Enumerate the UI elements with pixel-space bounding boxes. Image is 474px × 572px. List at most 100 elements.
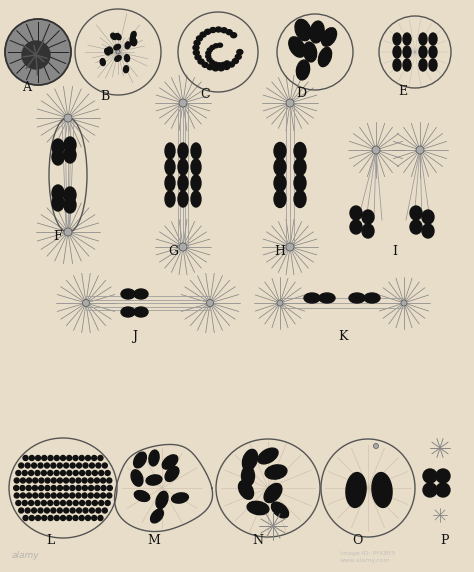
Circle shape [179, 99, 187, 107]
Ellipse shape [89, 486, 93, 491]
Ellipse shape [99, 471, 104, 475]
Ellipse shape [45, 478, 50, 483]
Ellipse shape [422, 224, 434, 238]
Ellipse shape [38, 508, 43, 513]
Ellipse shape [221, 62, 226, 66]
Ellipse shape [91, 515, 97, 521]
Circle shape [82, 300, 90, 307]
Ellipse shape [393, 46, 401, 58]
Ellipse shape [51, 478, 56, 483]
Ellipse shape [99, 500, 104, 506]
Ellipse shape [272, 502, 289, 518]
Ellipse shape [274, 174, 286, 192]
Ellipse shape [206, 54, 211, 58]
Ellipse shape [52, 149, 64, 165]
Ellipse shape [105, 471, 110, 475]
Ellipse shape [364, 293, 380, 303]
Ellipse shape [111, 33, 117, 39]
Ellipse shape [45, 508, 49, 513]
Ellipse shape [20, 493, 26, 498]
Ellipse shape [94, 493, 100, 498]
Ellipse shape [33, 493, 38, 498]
Ellipse shape [165, 143, 175, 159]
Ellipse shape [57, 478, 63, 483]
Ellipse shape [130, 35, 135, 42]
Ellipse shape [57, 486, 63, 491]
Ellipse shape [205, 29, 210, 34]
Text: N: N [252, 534, 263, 547]
Ellipse shape [206, 51, 211, 55]
Text: F: F [53, 230, 62, 243]
Ellipse shape [274, 158, 286, 176]
Ellipse shape [25, 508, 30, 513]
Ellipse shape [100, 493, 106, 498]
Ellipse shape [102, 463, 107, 468]
Ellipse shape [132, 39, 137, 46]
Ellipse shape [165, 467, 179, 482]
Ellipse shape [96, 463, 101, 468]
Ellipse shape [28, 500, 34, 506]
Ellipse shape [231, 33, 237, 38]
Ellipse shape [125, 42, 130, 49]
Ellipse shape [57, 493, 63, 498]
Ellipse shape [39, 478, 44, 483]
Ellipse shape [403, 46, 411, 58]
Ellipse shape [80, 500, 85, 506]
Text: alamy: alamy [12, 551, 40, 560]
Ellipse shape [422, 210, 434, 224]
Ellipse shape [210, 60, 214, 64]
Ellipse shape [45, 493, 50, 498]
Circle shape [64, 228, 72, 236]
Ellipse shape [57, 508, 62, 513]
Ellipse shape [107, 478, 112, 483]
Text: M: M [147, 534, 160, 547]
Ellipse shape [294, 190, 306, 208]
Ellipse shape [92, 471, 97, 475]
Text: Image ID: PFKBY5: Image ID: PFKBY5 [340, 551, 396, 556]
Circle shape [207, 300, 213, 307]
Ellipse shape [32, 486, 37, 491]
Ellipse shape [194, 41, 200, 45]
Ellipse shape [38, 463, 43, 468]
Ellipse shape [419, 33, 427, 45]
Ellipse shape [264, 483, 282, 503]
Ellipse shape [191, 191, 201, 207]
Ellipse shape [191, 159, 201, 175]
Ellipse shape [76, 486, 81, 491]
Ellipse shape [146, 475, 162, 485]
Ellipse shape [88, 493, 93, 498]
Ellipse shape [98, 455, 103, 460]
Ellipse shape [151, 509, 164, 523]
Ellipse shape [319, 293, 335, 303]
Ellipse shape [419, 59, 427, 71]
Ellipse shape [193, 45, 199, 50]
Ellipse shape [25, 463, 30, 468]
Ellipse shape [403, 33, 411, 45]
Ellipse shape [70, 478, 75, 483]
Ellipse shape [86, 500, 91, 506]
Ellipse shape [98, 515, 103, 521]
Ellipse shape [82, 486, 87, 491]
Ellipse shape [52, 139, 64, 155]
Ellipse shape [178, 159, 188, 175]
Ellipse shape [48, 515, 53, 521]
Ellipse shape [213, 44, 219, 48]
Ellipse shape [27, 478, 32, 483]
Ellipse shape [85, 515, 91, 521]
Ellipse shape [210, 27, 216, 33]
Ellipse shape [217, 63, 222, 67]
Circle shape [179, 243, 187, 251]
Text: H: H [274, 245, 285, 258]
Text: B: B [100, 90, 109, 103]
Ellipse shape [350, 220, 362, 234]
Ellipse shape [362, 224, 374, 238]
Ellipse shape [198, 59, 204, 64]
Ellipse shape [429, 46, 437, 58]
Ellipse shape [83, 463, 88, 468]
Ellipse shape [221, 28, 227, 33]
Ellipse shape [304, 293, 320, 303]
Ellipse shape [125, 54, 129, 62]
Ellipse shape [67, 455, 72, 460]
Ellipse shape [79, 455, 84, 460]
Ellipse shape [393, 59, 401, 71]
